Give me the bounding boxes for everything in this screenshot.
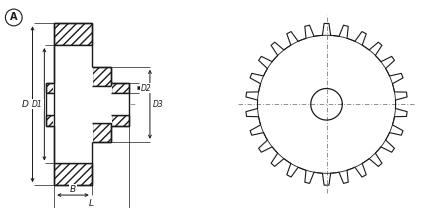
Bar <box>45 93 55 115</box>
Text: B: B <box>70 185 76 194</box>
Bar <box>112 83 129 93</box>
Text: D2: D2 <box>140 84 151 93</box>
Bar <box>46 83 54 93</box>
Bar <box>54 164 92 185</box>
Bar <box>112 115 129 126</box>
Bar <box>54 23 92 45</box>
Bar <box>92 85 112 123</box>
Text: A: A <box>10 12 17 22</box>
Text: D3: D3 <box>153 100 163 109</box>
Bar <box>112 93 130 115</box>
Bar <box>92 67 112 85</box>
Bar <box>46 115 54 126</box>
Text: D1: D1 <box>32 100 43 109</box>
Bar <box>53 45 93 164</box>
Text: L: L <box>89 200 94 209</box>
Text: D: D <box>22 100 29 109</box>
Bar <box>92 123 112 142</box>
